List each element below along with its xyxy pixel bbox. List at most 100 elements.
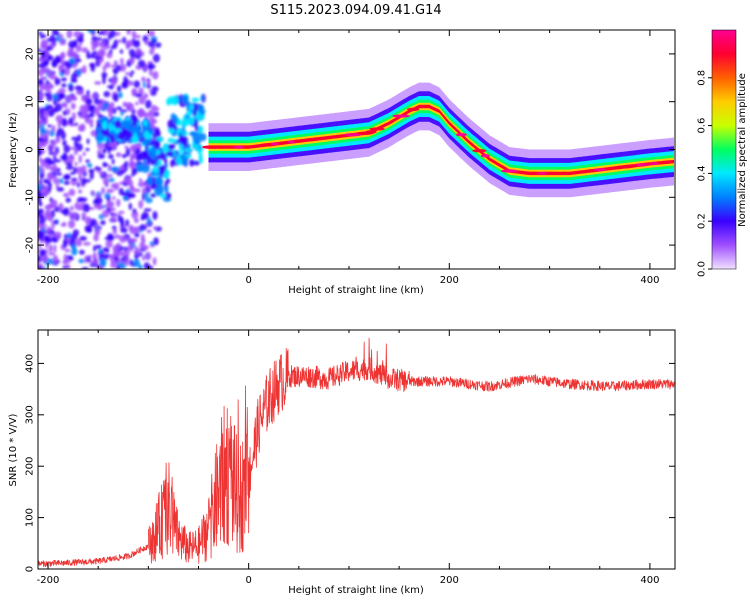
noise-blob [131, 30, 137, 39]
colorbar-tick-label: 0.4 [697, 165, 708, 181]
noise-blob [64, 95, 73, 103]
spectrogram-panel: -200 0 200 400 -20 -10 0 10 20 Height of straigh… [8, 29, 676, 296]
noise-blob [94, 167, 102, 171]
noise-blob [137, 59, 146, 68]
noise-blob [56, 172, 63, 176]
spectrogram-ridge [202, 82, 674, 198]
snr-ytick-label: 200 [25, 457, 36, 476]
noise-blob [69, 205, 74, 211]
noise-blob [147, 30, 155, 37]
noise-blob [155, 42, 162, 48]
noise-blob [86, 227, 92, 233]
band-blob [100, 126, 110, 137]
colorbar-label: Normalized spectral amplitude [737, 73, 748, 227]
ridge-peak [455, 133, 467, 137]
noise-blob [106, 188, 115, 193]
noise-blob [62, 139, 67, 147]
noise-blob [104, 236, 112, 241]
noise-blob [73, 30, 82, 38]
noise-blob [82, 241, 91, 246]
band-blob [152, 132, 157, 139]
noise-blob [119, 109, 128, 113]
ridge-peak [392, 114, 410, 118]
noise-blob [52, 93, 58, 100]
noise-blob [121, 83, 129, 87]
noise-blob [122, 36, 127, 44]
noise-blob [129, 73, 133, 78]
spectrogram-xtick-label: 0 [245, 275, 251, 286]
noise-blob [131, 168, 139, 172]
noise-blob [78, 249, 85, 255]
noise-blob [129, 144, 137, 153]
noise-blob [154, 106, 160, 112]
noise-blob [45, 128, 50, 138]
noise-blob [91, 94, 98, 98]
noise-blob [149, 241, 155, 246]
noise-blob [62, 239, 68, 248]
spectrogram-ytick-label: 0 [25, 146, 36, 152]
noise-blob [125, 219, 130, 227]
noise-blob [86, 138, 90, 145]
noise-blob [49, 244, 53, 253]
noise-blob [55, 31, 60, 36]
noise-blob [77, 37, 84, 43]
band-blob [142, 139, 151, 146]
noise-blob [80, 165, 87, 175]
noise-blob [129, 57, 135, 65]
ridge-peak [369, 127, 385, 131]
ridge-peak [480, 154, 491, 158]
noise-blob [132, 208, 137, 214]
noise-blob [39, 123, 45, 133]
band-blob [154, 186, 162, 197]
band-blob [182, 131, 188, 136]
noise-blob [62, 110, 67, 116]
band-blob [147, 148, 157, 157]
noise-blob [152, 53, 160, 63]
noise-blob [81, 212, 87, 219]
band-blob [165, 177, 171, 184]
noise-blob [134, 252, 139, 260]
noise-blob [116, 242, 121, 250]
noise-blob [55, 177, 60, 186]
noise-blob [145, 251, 152, 261]
noise-blob [127, 192, 136, 199]
spectrogram-ytick-label: -10 [25, 189, 36, 205]
band-blob [117, 130, 126, 141]
band-blob [123, 121, 128, 130]
noise-blob [68, 211, 73, 219]
noise-blob [102, 247, 109, 252]
noise-blob [89, 123, 94, 128]
snr-xtick-label: 0 [245, 575, 251, 586]
band-blob [164, 192, 172, 200]
noise-blob [40, 249, 46, 256]
noise-blob [38, 63, 44, 68]
noise-blob [122, 250, 130, 257]
noise-blob [130, 70, 135, 75]
noise-blob [38, 230, 42, 239]
noise-blob [74, 58, 82, 63]
noise-blob [89, 171, 94, 180]
noise-blob [98, 249, 103, 254]
noise-blob [38, 79, 44, 86]
band-blob [153, 167, 159, 174]
noise-blob [47, 124, 52, 128]
noise-blob [47, 104, 53, 110]
noise-blob [111, 225, 117, 230]
noise-blob [99, 40, 106, 49]
noise-blob [57, 120, 62, 129]
noise-blob [72, 211, 77, 220]
noise-blob [105, 239, 113, 249]
noise-blob [152, 257, 157, 266]
noise-blob [62, 260, 68, 265]
noise-blob [78, 173, 83, 182]
noise-blob [53, 219, 59, 225]
noise-blob [133, 40, 141, 48]
band-blob [188, 131, 198, 136]
noise-blob [116, 169, 124, 177]
noise-blob [50, 145, 56, 149]
noise-blob [127, 103, 135, 113]
noise-blob [128, 202, 133, 211]
snr-xtick-label: 200 [440, 575, 459, 586]
noise-blob [117, 257, 123, 264]
